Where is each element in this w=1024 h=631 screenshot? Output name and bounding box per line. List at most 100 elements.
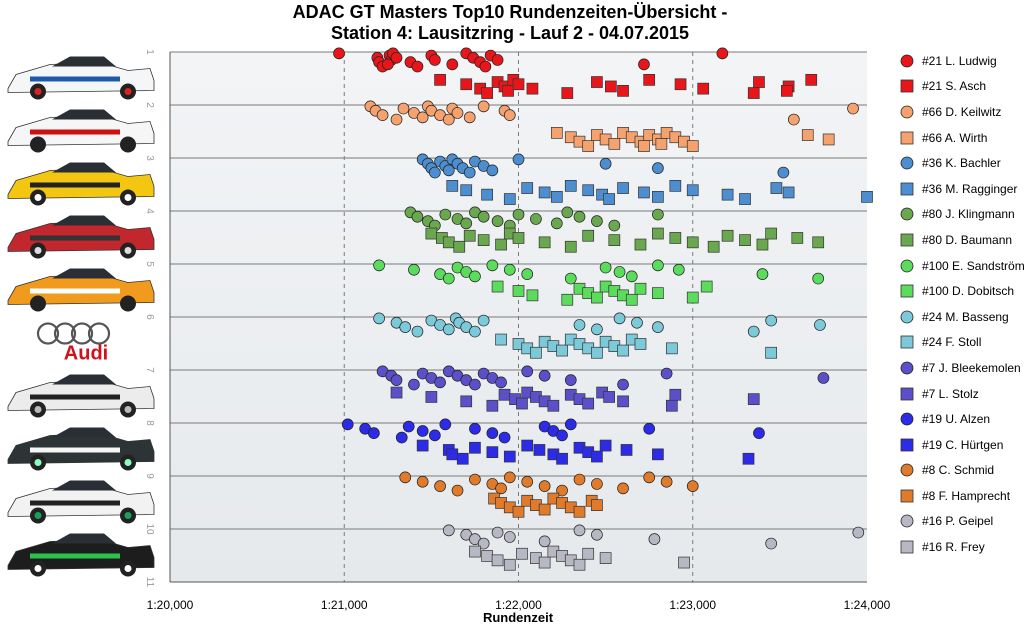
data-point <box>469 473 481 486</box>
data-point <box>469 545 481 558</box>
data-point <box>491 280 504 293</box>
data-point <box>660 475 673 488</box>
x-tick-label: 1:24,000 <box>844 598 891 612</box>
data-point <box>716 47 729 60</box>
x-axis-label: Rundenzeit <box>483 610 554 625</box>
data-point <box>538 535 551 548</box>
car-image-3 <box>7 162 155 206</box>
data-point <box>564 272 577 285</box>
data-point <box>556 484 568 497</box>
data-point <box>446 180 459 192</box>
data-point <box>617 378 629 391</box>
audi-ring <box>70 322 94 345</box>
data-point <box>817 372 830 384</box>
car-rim <box>34 300 42 307</box>
data-point <box>390 386 403 399</box>
series-2 <box>434 73 818 99</box>
data-point <box>686 480 699 492</box>
data-point <box>847 102 859 115</box>
data-point <box>617 395 629 408</box>
data-point <box>765 537 778 550</box>
x-tick-label: 1:20,000 <box>147 598 194 612</box>
data-point <box>491 54 504 66</box>
chart-title-line-2: Station 4: Lausitzring - Lauf 2 - 04.07.… <box>330 23 690 43</box>
data-point <box>638 58 650 71</box>
data-point <box>582 140 595 152</box>
legend-marker <box>900 259 914 272</box>
data-point <box>613 312 626 325</box>
legend-marker <box>900 463 914 477</box>
data-point <box>442 323 455 336</box>
x-tick-label: 1:23,000 <box>669 598 716 612</box>
data-point <box>486 399 499 412</box>
data-point <box>561 206 574 219</box>
car-rim <box>34 88 42 95</box>
legend-marker <box>900 387 914 400</box>
data-point <box>686 236 699 249</box>
series-4 <box>550 126 835 152</box>
data-point <box>460 78 473 91</box>
data-point <box>770 182 783 194</box>
data-point <box>479 60 492 73</box>
data-point <box>521 475 534 488</box>
data-point <box>556 344 568 357</box>
data-point <box>573 505 586 518</box>
data-point <box>561 293 574 306</box>
data-point <box>665 399 678 412</box>
y-tick-label: 5 <box>144 261 155 267</box>
data-point <box>376 109 389 122</box>
data-point <box>530 213 542 225</box>
data-point <box>550 217 563 230</box>
data-point <box>434 480 446 492</box>
car-rim <box>34 247 42 254</box>
audi-logo-text: Audi <box>64 343 108 365</box>
chart-title: ADAC GT Masters Top10 Rundenzeiten-Übers… <box>160 2 860 44</box>
data-point <box>591 478 603 490</box>
data-point <box>477 314 490 327</box>
data-point <box>538 186 551 199</box>
car-images: Audi <box>7 56 155 577</box>
car-rim <box>124 88 132 95</box>
data-point <box>652 208 664 221</box>
legend-item: #24 F. Stoll <box>898 330 1024 356</box>
audi-ring <box>87 322 111 345</box>
series-11 <box>373 312 826 338</box>
data-point <box>547 399 560 412</box>
series-14 <box>390 386 760 412</box>
car-stripe <box>30 288 120 294</box>
series-13 <box>376 365 830 391</box>
y-tick-label: 6 <box>144 314 155 320</box>
data-point <box>603 391 615 403</box>
data-point <box>503 558 516 571</box>
data-point <box>756 268 769 280</box>
data-point <box>599 261 612 274</box>
data-point <box>739 234 751 246</box>
legend-label: #19 C. Hürtgen <box>922 437 1004 452</box>
data-point <box>550 191 563 203</box>
car-window <box>52 162 116 173</box>
data-point <box>782 186 795 199</box>
x-tick-label: 1:21,000 <box>321 598 368 612</box>
legend-item: #7 J. Bleekemolen <box>898 355 1024 381</box>
legend-marker <box>900 79 914 93</box>
data-point <box>416 425 429 437</box>
car-stripe <box>30 394 120 400</box>
car-image-5 <box>7 268 155 312</box>
data-point <box>434 73 446 86</box>
data-point <box>512 208 525 221</box>
legend-label: #16 R. Frey <box>922 540 985 555</box>
data-point <box>429 429 441 442</box>
data-point <box>747 87 760 99</box>
legend-label: #19 U. Alzen <box>922 412 991 427</box>
data-point <box>573 524 586 537</box>
legend-label: #80 D. Baumann <box>922 232 1013 247</box>
legend-label: #16 P. Geipel <box>922 514 994 529</box>
data-point <box>442 113 455 126</box>
car-stripe <box>30 235 120 241</box>
data-point <box>805 73 818 86</box>
series-18 <box>488 492 603 518</box>
data-point <box>564 180 577 192</box>
legend-marker <box>900 207 914 221</box>
legend-marker <box>900 182 914 196</box>
data-point <box>777 166 790 179</box>
